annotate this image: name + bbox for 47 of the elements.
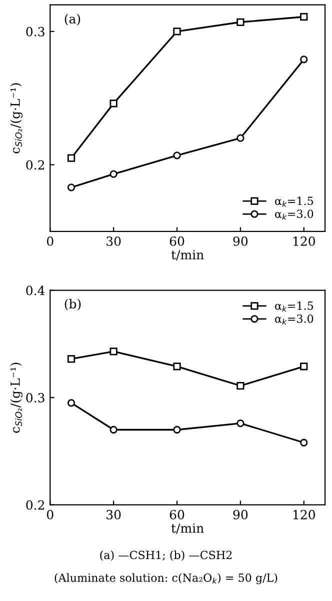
point [300, 362, 308, 370]
text: (Aluminate solution: c(Na₂O$_{k}$) = 50 g/L) [54, 573, 278, 584]
point [110, 348, 118, 356]
legend-label: α$_{k}$=3.0 [275, 210, 314, 220]
point [110, 426, 118, 434]
point [173, 426, 181, 434]
x-tick-label: 120 [293, 510, 315, 520]
text: (b) [64, 298, 81, 310]
point [236, 419, 244, 428]
point [67, 184, 76, 192]
point [110, 170, 118, 178]
x-tick-label: 0 [46, 510, 54, 520]
y-tick-label: 0.2 [26, 160, 44, 170]
point [67, 154, 76, 162]
x-tick-label: 120 [293, 236, 315, 246]
point [300, 12, 308, 21]
legend-label: α$_{k}$=1.5 [275, 196, 314, 207]
x-tick-label: 30 [106, 236, 121, 246]
x-tick-label: 0 [46, 236, 54, 246]
x-tick-label: 60 [170, 510, 184, 520]
x-tick-label: 60 [170, 236, 184, 246]
point [300, 438, 308, 446]
legend-label: α$_{k}$=1.5 [275, 302, 314, 312]
y-tick-label: 0.3 [26, 393, 44, 402]
point [173, 362, 181, 370]
x-axis-title: t/min [171, 250, 204, 260]
text: (a) [64, 14, 80, 26]
point [67, 399, 76, 407]
x-tick-label: 90 [233, 236, 248, 246]
y-tick-label: 0.2 [26, 500, 44, 510]
point [236, 382, 244, 390]
x-tick-label: 90 [233, 510, 248, 520]
y-tick-label: 0.3 [26, 26, 44, 36]
y-tick-label: 0.4 [26, 286, 45, 296]
x-axis-title: t/min [171, 523, 204, 534]
text: (a) —CSH1; (b) —CSH2 [100, 550, 232, 561]
y-axis-title: c$_{SiO₂}$/(g·L⁻¹) [10, 83, 23, 154]
point [236, 18, 244, 26]
legend-label: α$_{k}$=3.0 [275, 314, 314, 325]
point [110, 100, 118, 108]
point [173, 28, 181, 36]
point [67, 355, 76, 363]
point [173, 152, 181, 160]
y-axis-title: c$_{SiO₂}$/(g·L⁻¹) [10, 362, 23, 433]
point [236, 134, 244, 142]
x-tick-label: 30 [106, 510, 121, 520]
point [300, 56, 308, 64]
